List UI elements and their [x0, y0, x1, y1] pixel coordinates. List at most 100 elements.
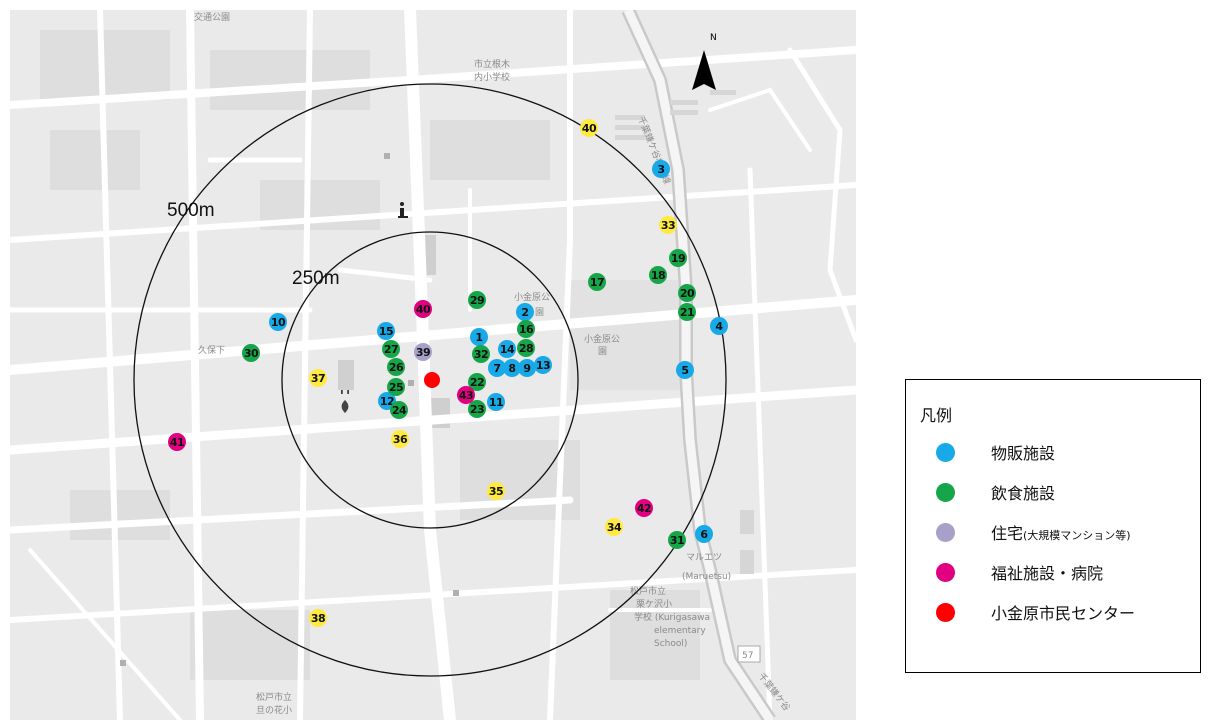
map-marker-43-welfare[interactable]: 43: [457, 386, 475, 404]
map-label: 園: [535, 307, 544, 318]
building-strips: [615, 90, 754, 574]
map-marker-13-retail[interactable]: 13: [534, 356, 552, 374]
map-marker-38-yellow[interactable]: 38: [309, 609, 327, 627]
map-marker-32-dining[interactable]: 32: [472, 345, 490, 363]
marker-dot: [488, 359, 506, 377]
marker-number: 10: [271, 316, 286, 329]
poi-square: [453, 590, 459, 596]
map-marker-18-dining[interactable]: 18: [649, 266, 667, 284]
map-marker-33-yellow[interactable]: 33: [659, 216, 677, 234]
ring-250m: [281, 231, 579, 529]
marker-dot: [487, 482, 505, 500]
marker-dot: [517, 320, 535, 338]
legend-dot: [936, 562, 955, 582]
map-marker-25-dining[interactable]: 25: [387, 378, 405, 396]
map-marker-24-dining[interactable]: 24: [390, 401, 408, 419]
legend-item-dining: 飲食施設: [936, 478, 1055, 506]
marker-dot: [309, 369, 327, 387]
map-marker-42-welfare[interactable]: 42: [635, 499, 653, 517]
map-marker-7-retail[interactable]: 7: [488, 359, 506, 377]
marker-number: 5: [681, 364, 688, 377]
map-marker-27-dining[interactable]: 27: [382, 340, 400, 358]
map-marker-29-dining[interactable]: 29: [468, 291, 486, 309]
map-label: 小金原公: [584, 333, 620, 345]
map-marker-8-retail[interactable]: 8: [503, 359, 521, 377]
ring-label-250: 250m: [292, 268, 340, 289]
marker-dot: [652, 160, 670, 178]
poi-square: [408, 380, 414, 386]
map-marker-23-dining[interactable]: 23: [468, 400, 486, 418]
map-marker-4-retail[interactable]: 4: [710, 317, 728, 335]
map-marker-31-dining[interactable]: 31: [668, 531, 686, 549]
legend-label: 物販施設: [991, 444, 1056, 463]
legend-item-housing: 住宅(大規模マンション等): [936, 518, 1131, 546]
map-marker-11-retail[interactable]: 11: [487, 393, 505, 411]
map-canvas[interactable]: 千葉鎌ケ谷松戸線 57 千葉鎌ケ谷 交通公園 市立根木 内小学校 久保下 小金原…: [10, 10, 856, 720]
marker-number: 18: [651, 269, 665, 282]
marker-number: 24: [392, 404, 407, 417]
map-marker-30-dining[interactable]: 30: [242, 344, 260, 362]
legend-dot: [936, 522, 955, 542]
map-marker-center-center[interactable]: [424, 372, 440, 388]
map-label: 旦の花小: [256, 704, 292, 716]
marker-dot: [387, 358, 405, 376]
map-marker-20-dining[interactable]: 20: [678, 284, 696, 302]
map-marker-1-retail[interactable]: 1: [470, 328, 488, 346]
map-marker-5-retail[interactable]: 5: [676, 361, 694, 379]
map-marker-6-retail[interactable]: 6: [695, 525, 713, 543]
marker-dot: [516, 303, 534, 321]
map-marker-36-yellow[interactable]: 36: [391, 430, 409, 448]
marker-dot: [669, 249, 687, 267]
marker-number: 15: [379, 325, 393, 338]
marker-number: 31: [670, 534, 684, 547]
marker-dot: [382, 340, 400, 358]
map-marker-41-welfare[interactable]: 41: [168, 433, 186, 451]
marker-dot: [678, 303, 696, 321]
map-label: マルエツ: [686, 553, 722, 563]
map-marker-10-retail[interactable]: 10: [269, 313, 287, 331]
marker-number: 8: [508, 362, 515, 375]
route-shield: [737, 645, 761, 663]
map-marker-37-yellow[interactable]: 37: [309, 369, 327, 387]
marker-dot: [457, 386, 475, 404]
marker-number: 30: [244, 347, 259, 360]
map-marker-16-dining[interactable]: 16: [517, 320, 535, 338]
marker-dot: [424, 372, 440, 388]
legend-dot: [936, 482, 955, 502]
marker-number: 39: [416, 346, 430, 359]
ring-500m: [133, 83, 727, 677]
marker-dot: [414, 300, 432, 318]
marker-dot: [468, 373, 486, 391]
map-marker-26-dining[interactable]: 26: [387, 358, 405, 376]
map-marker-39-housing[interactable]: 39: [414, 343, 432, 361]
marker-number: 16: [519, 323, 534, 336]
marker-number: 3: [657, 163, 664, 176]
marker-number: 34: [607, 521, 622, 534]
map-marker-15-retail[interactable]: 15: [377, 322, 395, 340]
map-marker-3-retail[interactable]: 3: [652, 160, 670, 178]
marker-number: 32: [474, 348, 488, 361]
marker-number: 36: [393, 433, 408, 446]
map-label: (Maruetsu): [682, 572, 731, 582]
marker-number: 21: [680, 306, 694, 319]
map-marker-40-yellow[interactable]: 40: [580, 119, 598, 137]
map-marker-2-retail[interactable]: 2: [516, 303, 534, 321]
map-marker-34-yellow[interactable]: 34: [605, 518, 623, 536]
map-label: 園: [598, 346, 607, 357]
map-label: 久保下: [198, 344, 225, 356]
map-marker-40-welfare[interactable]: 40: [414, 300, 432, 318]
map-marker-17-dining[interactable]: 17: [588, 273, 606, 291]
info-icon[interactable]: [398, 202, 408, 218]
marker-dot: [168, 433, 186, 451]
map-marker-35-yellow[interactable]: 35: [487, 482, 505, 500]
map-marker-19-dining[interactable]: 19: [669, 249, 687, 267]
map-marker-21-dining[interactable]: 21: [678, 303, 696, 321]
map-marker-14-retail[interactable]: 14: [498, 340, 516, 358]
map-marker-28-dining[interactable]: 28: [517, 339, 535, 357]
map-marker-22-dining[interactable]: 22: [468, 373, 486, 391]
marker-number: 26: [389, 361, 404, 374]
legend: 凡例 物販施設 飲食施設 住宅(大規模マンション等) 福祉施設・病院 小金原市民…: [905, 379, 1201, 673]
legend-label: 飲食施設: [991, 484, 1056, 503]
map-marker-9-retail[interactable]: 9: [518, 359, 536, 377]
